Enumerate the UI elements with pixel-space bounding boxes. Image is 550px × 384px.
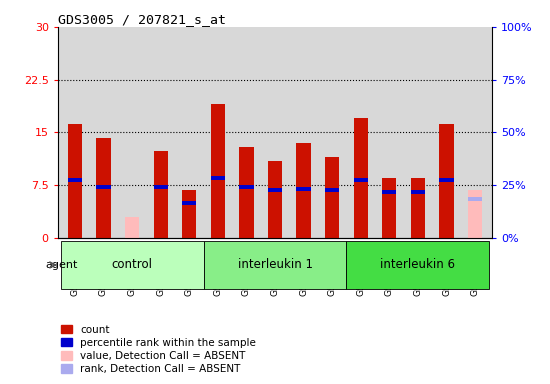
Bar [439,124,454,238]
Bar [296,187,311,191]
Bar [296,143,311,238]
Bar [325,157,339,238]
Bar [268,188,282,192]
Bar [411,190,425,194]
Bar [325,188,339,192]
Bar [382,178,397,238]
Bar [411,178,425,238]
Text: control: control [112,258,152,271]
Bar [382,190,397,194]
Bar [268,161,282,238]
Bar [153,151,168,238]
FancyBboxPatch shape [204,241,346,289]
Text: interleukin 1: interleukin 1 [238,258,312,271]
Bar [96,138,111,238]
Bar [68,124,82,238]
Text: agent: agent [45,260,77,270]
Bar [182,201,196,205]
Bar [96,185,111,189]
Legend: count, percentile rank within the sample, value, Detection Call = ABSENT, rank, : count, percentile rank within the sample… [60,323,257,375]
Bar [439,179,454,182]
Text: interleukin 6: interleukin 6 [381,258,455,271]
Bar [125,217,139,238]
Bar [468,197,482,201]
Bar [239,185,254,189]
Bar [468,190,482,238]
Bar [68,179,82,182]
Bar [239,147,254,238]
Bar [354,179,368,182]
FancyBboxPatch shape [346,241,490,289]
Text: GDS3005 / 207821_s_at: GDS3005 / 207821_s_at [58,13,226,26]
Bar [354,118,368,238]
Bar [153,185,168,189]
Bar [211,104,225,238]
FancyBboxPatch shape [60,241,204,289]
Bar [182,190,196,238]
Bar [211,176,225,180]
